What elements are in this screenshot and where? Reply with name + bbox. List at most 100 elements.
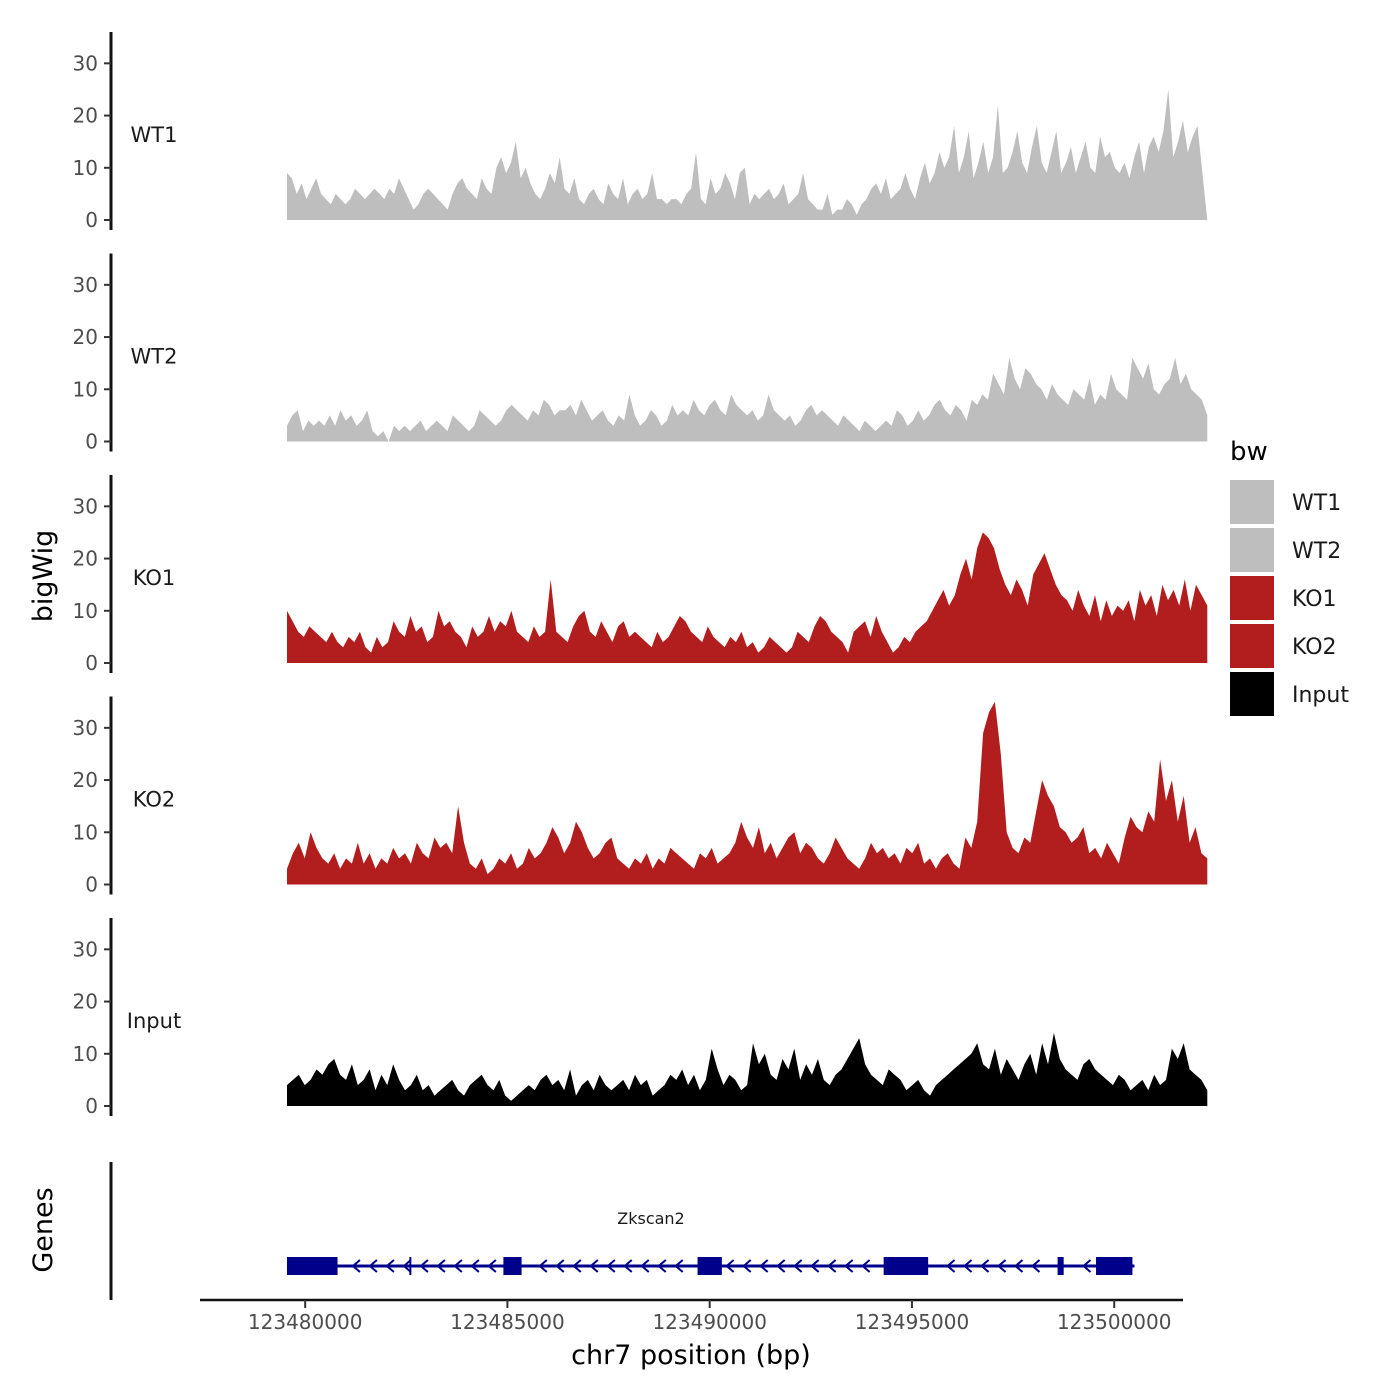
strand-arrow	[674, 1259, 684, 1273]
strand-arrow	[827, 1259, 837, 1273]
strand-arrow	[589, 1259, 599, 1273]
signal-tracks: 0 10 20 30 WT1 0 10 20 30 WT2 0 10 20 30 KO1 0 10 20 30 KO2…	[73, 32, 1208, 1118]
y-tick-label: 0	[85, 208, 98, 232]
y-tick-label: 0	[85, 873, 98, 897]
gene-exon	[697, 1257, 722, 1275]
track-wt1: 0 10 20 30 WT1	[73, 32, 1208, 232]
gene-exon	[1057, 1257, 1064, 1275]
strand-arrow	[844, 1259, 854, 1273]
x-axis-title: chr7 position (bp)	[571, 1340, 811, 1371]
strand-arrow	[385, 1259, 395, 1273]
y-tick-label: 30	[73, 51, 98, 75]
y-tick-label: 30	[73, 937, 98, 961]
x-tick-label: 123490000	[652, 1310, 767, 1334]
genes-panel: Genes Zkscan2	[28, 1162, 1135, 1300]
strand-arrow	[402, 1259, 412, 1273]
strand-arrow	[555, 1259, 565, 1273]
legend-swatch-ko2	[1230, 624, 1274, 668]
strand-arrow	[861, 1259, 871, 1273]
y-tick-label: 20	[73, 325, 98, 349]
legend-label-ko1: KO1	[1292, 587, 1337, 612]
strand-arrow	[623, 1259, 633, 1273]
signal-area-ko1	[287, 532, 1208, 663]
strand-arrow	[640, 1259, 650, 1273]
y-tick-label: 10	[73, 820, 98, 844]
gene-model	[286, 1257, 1135, 1275]
strand-arrow	[980, 1259, 990, 1273]
strand-arrow	[793, 1259, 803, 1273]
strand-arrow	[1081, 1259, 1092, 1273]
x-tick-label: 123485000	[450, 1310, 565, 1334]
y-tick-label: 10	[73, 156, 98, 180]
legend-label-wt2: WT2	[1292, 539, 1341, 564]
legend-swatch-input	[1230, 672, 1274, 716]
genes-panel-title: Genes	[28, 1187, 59, 1272]
y-tick-label: 20	[73, 104, 98, 128]
strand-arrow	[725, 1259, 735, 1273]
legend-swatch-wt1	[1230, 480, 1274, 524]
y-tick-label: 30	[73, 494, 98, 518]
strand-arrow	[572, 1259, 582, 1273]
y-tick-label: 10	[73, 377, 98, 401]
strand-arrow	[368, 1259, 378, 1273]
legend-swatch-ko1	[1230, 576, 1274, 620]
legend-label-input: Input	[1292, 683, 1349, 708]
track-input: 0 10 20 30 Input	[73, 918, 1208, 1118]
legend-label-wt1: WT1	[1292, 491, 1341, 516]
signal-area-wt1	[287, 89, 1208, 221]
track-label-ko1: KO1	[133, 566, 176, 590]
legend-title: bw	[1230, 437, 1268, 467]
track-label-ko2: KO2	[133, 788, 176, 812]
legend-label-ko2: KO2	[1292, 635, 1337, 660]
x-tick-label: 123480000	[248, 1310, 363, 1334]
gene-exon	[883, 1257, 929, 1275]
strand-arrow	[776, 1259, 786, 1273]
y-tick-label: 20	[73, 547, 98, 571]
x-tick-label: 123495000	[855, 1310, 970, 1334]
strand-arrow	[657, 1259, 667, 1273]
legend: bw WT1 WT2 KO1 KO2 Input	[1230, 437, 1349, 716]
track-wt2: 0 10 20 30 WT2	[73, 253, 1208, 454]
signal-area-wt2	[287, 357, 1208, 442]
strand-arrow	[810, 1259, 820, 1273]
gene-name-label: Zkscan2	[617, 1209, 684, 1228]
strand-arrow	[759, 1259, 769, 1273]
y-tick-label: 10	[73, 599, 98, 623]
strand-arrow	[1031, 1259, 1041, 1273]
legend-swatch-wt2	[1230, 528, 1274, 572]
strand-arrow	[453, 1259, 463, 1273]
track-label-wt1: WT1	[131, 123, 178, 147]
strand-arrow	[606, 1259, 616, 1273]
y-tick-label: 20	[73, 768, 98, 792]
strand-arrow	[946, 1259, 956, 1273]
track-ko1: 0 10 20 30 KO1	[73, 475, 1208, 675]
y-tick-label: 20	[73, 990, 98, 1014]
gene-exon	[1096, 1257, 1133, 1275]
y-tick-label: 30	[73, 273, 98, 297]
track-label-wt2: WT2	[131, 345, 178, 369]
strand-arrow	[436, 1259, 446, 1273]
gene-exon	[286, 1257, 338, 1275]
signal-area-ko2	[287, 701, 1208, 885]
strand-arrow	[963, 1259, 973, 1273]
strand-arrow	[351, 1259, 361, 1273]
x-tick-label: 123500000	[1057, 1310, 1172, 1334]
x-axis: chr7 position (bp) 123480000 123485000 123…	[200, 1298, 1183, 1371]
y-axis-title: bigWig	[28, 530, 59, 623]
strand-arrow	[997, 1259, 1007, 1273]
strand-arrow	[1014, 1259, 1024, 1273]
y-tick-label: 10	[73, 1042, 98, 1066]
track-ko2: 0 10 20 30 KO2	[73, 696, 1208, 897]
track-label-input: Input	[127, 1009, 181, 1033]
gene-exon	[503, 1257, 522, 1275]
y-tick-label: 30	[73, 716, 98, 740]
signal-area-input	[287, 1032, 1208, 1106]
strand-arrow	[487, 1259, 497, 1273]
y-tick-label: 0	[85, 651, 98, 675]
strand-arrow	[538, 1259, 548, 1273]
strand-arrow	[742, 1259, 752, 1273]
y-tick-label: 0	[85, 430, 98, 454]
strand-arrow	[470, 1259, 480, 1273]
y-tick-label: 0	[85, 1094, 98, 1118]
